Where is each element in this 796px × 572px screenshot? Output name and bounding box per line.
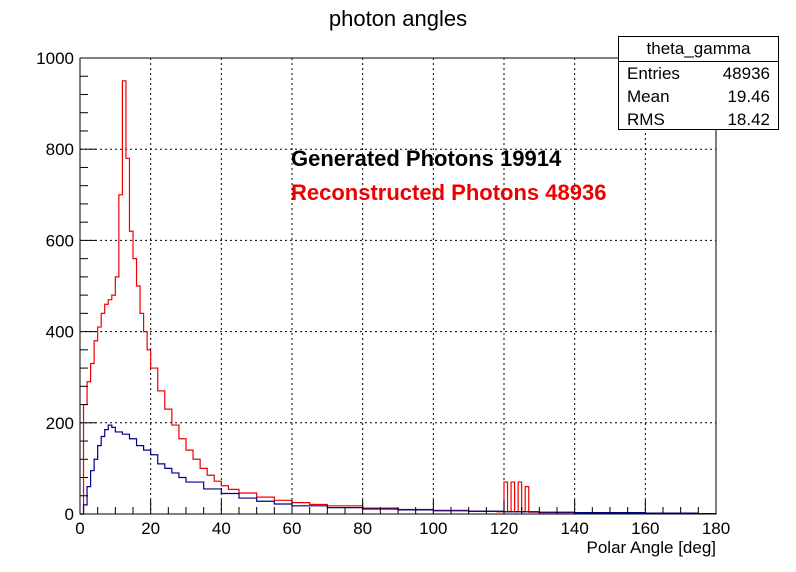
stats-box-title: theta_gamma [619,37,778,62]
y-tick-label: 600 [46,231,74,250]
stats-label: Entries [627,64,680,83]
x-tick-label: 140 [560,519,588,538]
grid-lines [80,58,716,514]
stats-label: Mean [627,87,670,106]
stats-row-entries: Entries 48936 [619,62,778,85]
x-tick-label: 120 [490,519,518,538]
x-axis-label: Polar Angle [deg] [586,538,716,557]
stats-value: 19.46 [727,87,770,106]
x-tick-label: 40 [212,519,231,538]
x-tick-label: 160 [631,519,659,538]
x-tick-label: 100 [419,519,447,538]
y-tick-label: 0 [65,505,74,524]
y-tick-label: 800 [46,140,74,159]
series-line-0 [80,80,717,515]
y-tick-label: 400 [46,323,74,342]
stats-box: theta_gamma Entries 48936 Mean 19.46 RMS… [618,36,779,130]
x-tick-label: 60 [283,519,302,538]
stats-row-mean: Mean 19.46 [619,85,778,108]
stats-value: 18.42 [727,110,770,129]
reconstructed-photons-label: Reconstructed Photons 48936 [291,180,607,205]
axis-ticks: 0 20 40 60 80 100 120 140 160 180 0 200 400 600 800 100… [36,49,730,538]
x-tick-label: 20 [141,519,160,538]
y-tick-label: 1000 [36,49,74,68]
x-tick-label: 180 [702,519,730,538]
x-tick-label: 0 [75,519,84,538]
y-tick-label: 200 [46,414,74,433]
series-line-1 [80,424,717,515]
stats-value: 48936 [722,64,770,83]
generated-photons-label: Generated Photons 19914 [291,146,562,171]
x-tick-label: 80 [353,519,372,538]
stats-row-rms: RMS 18.42 [619,108,778,131]
chart-title: photon angles [328,6,468,31]
stats-label: RMS [627,110,665,129]
